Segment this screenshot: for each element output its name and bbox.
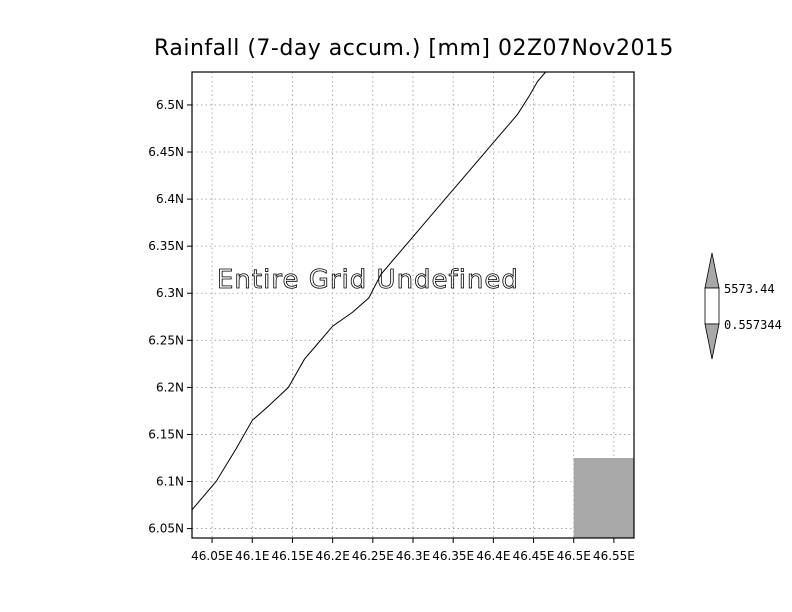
- y-tick-label: 6.4N: [156, 192, 184, 206]
- legend-label-lower: 0.557344: [724, 318, 782, 332]
- x-tick-label: 46.2E: [315, 549, 349, 563]
- x-tick-label: 46.1E: [235, 549, 269, 563]
- x-tick-label: 46.4E: [476, 549, 510, 563]
- coastline-path: [191, 71, 546, 511]
- x-tick-label: 46.25E: [352, 549, 394, 563]
- coastline: [191, 71, 546, 511]
- y-tick-label: 6.3N: [156, 286, 184, 300]
- x-tick-label: 46.55E: [593, 549, 635, 563]
- y-tick-label: 6.2N: [156, 380, 184, 394]
- y-tick-label: 6.35N: [148, 239, 184, 253]
- x-tick-label: 46.45E: [513, 549, 555, 563]
- undefined-grid-message: Entire Grid Undefined: [217, 265, 519, 295]
- land-patch: [573, 457, 634, 538]
- y-tick-label: 6.1N: [156, 475, 184, 489]
- legend-upper-triangle: [704, 252, 720, 289]
- y-tick-label: 6.15N: [148, 427, 184, 441]
- x-axis-ticks: 46.05E 46.1E 46.15E 46.2E 46.25E 46.3E 46.35E 4…: [191, 538, 635, 563]
- x-tick-label: 46.05E: [191, 549, 233, 563]
- y-tick-label: 6.45N: [148, 145, 184, 159]
- y-tick-label: 6.05N: [148, 522, 184, 536]
- land-mask: [573, 457, 634, 538]
- y-tick-label: 6.25N: [148, 333, 184, 347]
- legend-label-upper: 5573.44: [724, 282, 775, 296]
- x-tick-label: 46.3E: [396, 549, 430, 563]
- y-tick-label: 6.5N: [156, 98, 184, 112]
- legend-middle-box: [704, 287, 720, 325]
- map-title: Rainfall (7-day accum.) [mm] 02Z07Nov201…: [154, 36, 674, 61]
- color-legend: 5573.44 0.557344: [704, 252, 782, 360]
- x-tick-label: 46.5E: [557, 549, 591, 563]
- legend-lower-triangle: [704, 323, 720, 360]
- grid-lines: [192, 72, 634, 538]
- x-tick-label: 46.35E: [432, 549, 474, 563]
- y-axis-ticks: 6.05N 6.1N 6.15N 6.2N 6.25N 6.3N 6.35N 6.4N 6.45…: [148, 98, 192, 536]
- x-tick-label: 46.15E: [271, 549, 313, 563]
